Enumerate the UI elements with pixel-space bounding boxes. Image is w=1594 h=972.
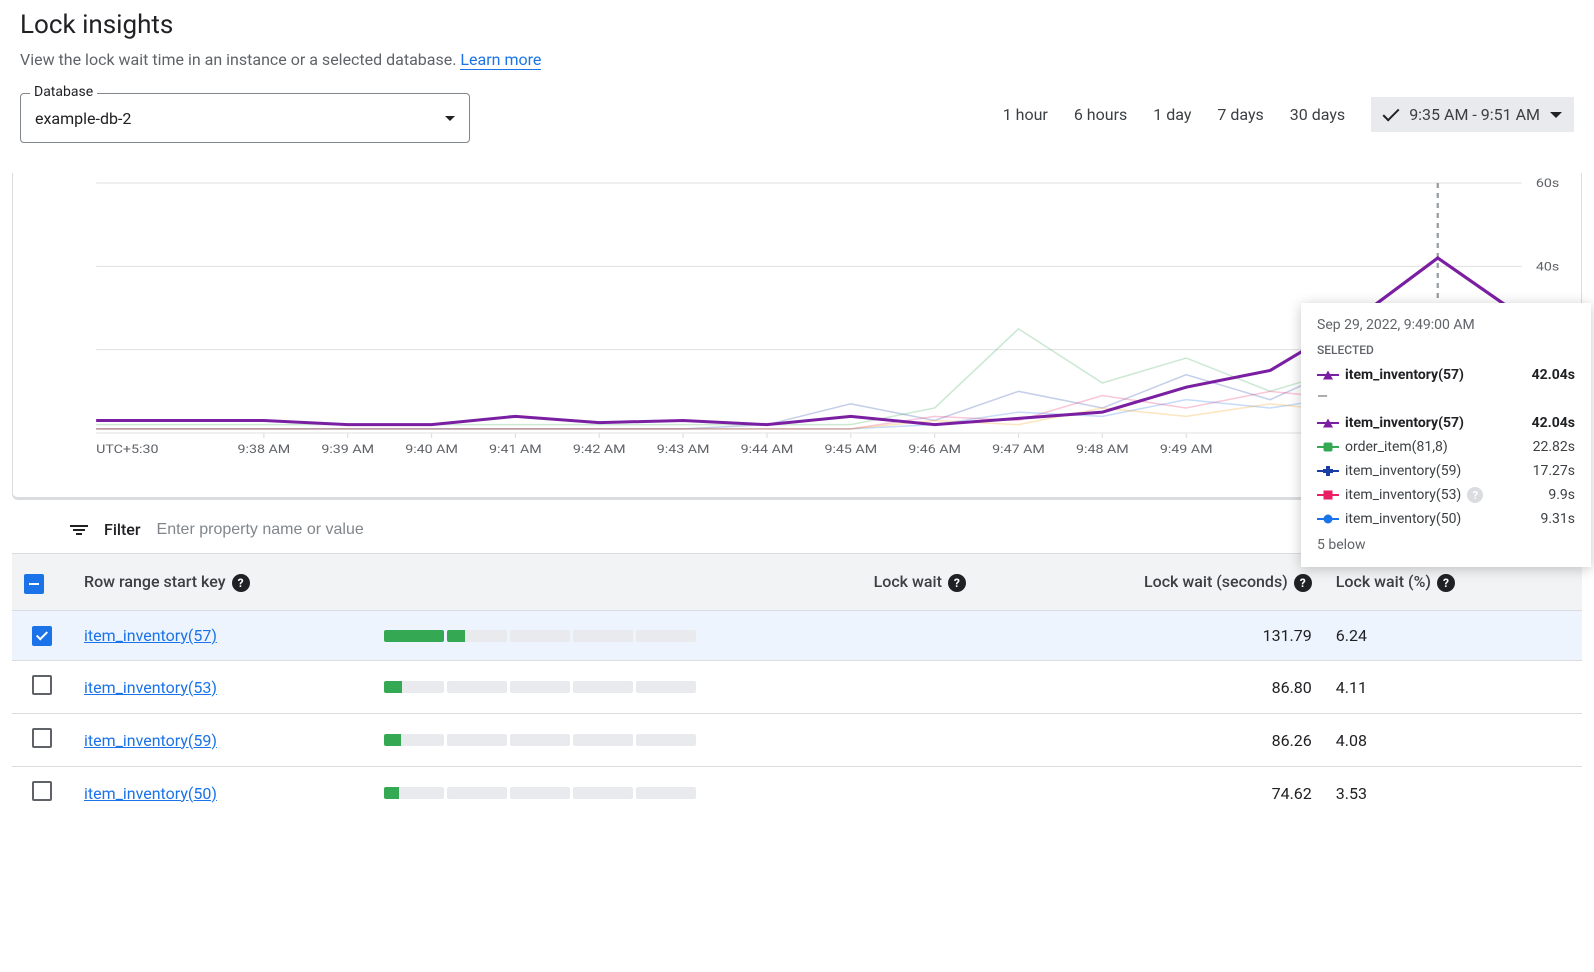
lock-wait-bar: [384, 681, 966, 693]
time-range-option[interactable]: 7 days: [1217, 105, 1263, 124]
lock-wait-percent: 4.08: [1324, 714, 1582, 767]
svg-text:9:47 AM: 9:47 AM: [992, 443, 1045, 457]
svg-text:9:42 AM: 9:42 AM: [573, 443, 626, 457]
database-select-label: Database: [30, 84, 97, 100]
svg-text:9:39 AM: 9:39 AM: [321, 443, 374, 457]
column-label: Lock wait: [874, 572, 942, 591]
database-select-value: example-db-2: [35, 109, 131, 128]
svg-text:60s: 60s: [1536, 177, 1560, 191]
select-all-checkbox[interactable]: [24, 574, 44, 594]
table-row: item_inventory(53) 86.804.11: [12, 661, 1582, 714]
page-title: Lock insights: [20, 10, 1574, 40]
column-label: Lock wait (%): [1336, 572, 1431, 591]
tooltip-selected-row: item_inventory(57) 42.04s: [1317, 363, 1575, 387]
row-checkbox[interactable]: [32, 675, 52, 695]
tooltip-selected-heading: SELECTED: [1317, 343, 1575, 357]
help-icon[interactable]: ?: [1437, 574, 1455, 592]
tooltip-series-row: item_inventory(53) ? 9.9s: [1317, 483, 1575, 507]
tooltip-series-name: item_inventory(53): [1345, 487, 1461, 503]
lock-wait-bar: [384, 630, 966, 642]
svg-text:9:45 AM: 9:45 AM: [824, 443, 877, 457]
chevron-down-icon: [1550, 112, 1562, 118]
filter-icon: [70, 525, 88, 535]
tooltip-series-name: item_inventory(50): [1345, 511, 1461, 527]
table-row: item_inventory(50) 74.623.53: [12, 767, 1582, 820]
table-row: item_inventory(59) 86.264.08: [12, 714, 1582, 767]
svg-text:40s: 40s: [1536, 260, 1560, 274]
filter-input[interactable]: [157, 521, 557, 539]
tooltip-more-below: 5 below: [1317, 531, 1575, 553]
help-icon: ?: [1467, 487, 1483, 503]
svg-text:9:48 AM: 9:48 AM: [1076, 443, 1129, 457]
page-subtitle: View the lock wait time in an instance o…: [20, 50, 1574, 69]
tooltip-series-name: item_inventory(59): [1345, 463, 1461, 479]
tooltip-series-row: item_inventory(59) 17.27s: [1317, 459, 1575, 483]
check-icon: [1383, 104, 1400, 121]
lock-wait-chart[interactable]: 020s40s60sUTC+5:309:38 AM9:39 AM9:40 AM9…: [12, 173, 1582, 500]
time-range-option[interactable]: 30 days: [1290, 105, 1345, 124]
table-header-cell[interactable]: Lock wait (seconds)?: [978, 554, 1324, 611]
tooltip-series-value: 42.04s: [1532, 367, 1575, 383]
svg-text:9:41 AM: 9:41 AM: [489, 443, 542, 457]
tooltip-series-value: 22.82s: [1533, 439, 1575, 455]
svg-text:9:43 AM: 9:43 AM: [657, 443, 710, 457]
help-icon[interactable]: ?: [232, 574, 250, 592]
tooltip-series-name: item_inventory(57): [1345, 367, 1464, 383]
row-key-link[interactable]: item_inventory(59): [84, 731, 217, 750]
lock-wait-seconds: 131.79: [978, 611, 1324, 661]
svg-text:9:46 AM: 9:46 AM: [908, 443, 961, 457]
tooltip-series-row: item_inventory(50) 9.31s: [1317, 507, 1575, 531]
row-key-link[interactable]: item_inventory(57): [84, 626, 217, 645]
tooltip-series-name: item_inventory(57): [1345, 415, 1464, 431]
lock-wait-seconds: 86.80: [978, 661, 1324, 714]
time-range-option[interactable]: 1 hour: [1003, 105, 1048, 124]
table-header-cell[interactable]: Row range start key?: [72, 554, 372, 611]
table-row: item_inventory(57) 131.796.24: [12, 611, 1582, 661]
svg-text:9:40 AM: 9:40 AM: [405, 443, 458, 457]
tooltip-series-value: 9.9s: [1548, 487, 1575, 503]
lock-wait-bar: [384, 734, 966, 746]
lock-wait-table: Row range start key?Lock wait?Lock wait …: [12, 553, 1582, 819]
row-key-link[interactable]: item_inventory(53): [84, 678, 217, 697]
database-select[interactable]: example-db-2: [20, 93, 470, 143]
row-key-link[interactable]: item_inventory(50): [84, 784, 217, 803]
tooltip-series-name: order_item(81,8): [1345, 439, 1448, 455]
svg-text:9:44 AM: 9:44 AM: [741, 443, 794, 457]
tooltip-series-value: 17.27s: [1533, 463, 1575, 479]
row-checkbox[interactable]: [32, 626, 52, 646]
table-header-cell[interactable]: Lock wait?: [372, 554, 978, 611]
time-range-custom[interactable]: 9:35 AM - 9:51 AM: [1371, 97, 1574, 132]
tooltip-series-value: 9.31s: [1540, 511, 1575, 527]
time-range-option[interactable]: 6 hours: [1074, 105, 1127, 124]
tooltip-series-row: order_item(81,8) 22.82s: [1317, 435, 1575, 459]
help-icon[interactable]: ?: [1294, 574, 1312, 592]
time-range-picker: 1 hour 6 hours 1 day 7 days 30 days 9:35 AM -…: [1003, 97, 1574, 132]
svg-text:9:49 AM: 9:49 AM: [1160, 443, 1213, 457]
lock-wait-bar: [384, 787, 966, 799]
time-range-custom-label: 9:35 AM - 9:51 AM: [1409, 105, 1540, 124]
filter-label: Filter: [104, 520, 141, 539]
chart-tooltip: Sep 29, 2022, 9:49:00 AM SELECTED item_i…: [1301, 303, 1591, 567]
column-label: Lock wait (seconds): [1144, 572, 1288, 591]
lock-wait-percent: 4.11: [1324, 661, 1582, 714]
tooltip-series-value: 42.04s: [1532, 415, 1575, 431]
tooltip-divider: —: [1317, 387, 1575, 411]
lock-wait-percent: 6.24: [1324, 611, 1582, 661]
chevron-down-icon: [445, 116, 455, 121]
table-header-cell[interactable]: [12, 554, 72, 611]
learn-more-link[interactable]: Learn more: [460, 50, 541, 70]
svg-text:UTC+5:30: UTC+5:30: [96, 443, 158, 457]
tooltip-series-row: item_inventory(57) 42.04s: [1317, 411, 1575, 435]
time-range-option[interactable]: 1 day: [1153, 105, 1191, 124]
column-label: Row range start key: [84, 572, 226, 591]
lock-wait-seconds: 86.26: [978, 714, 1324, 767]
subtitle-text: View the lock wait time in an instance o…: [20, 50, 460, 69]
svg-text:9:38 AM: 9:38 AM: [238, 443, 291, 457]
row-checkbox[interactable]: [32, 728, 52, 748]
help-icon[interactable]: ?: [948, 574, 966, 592]
lock-wait-seconds: 74.62: [978, 767, 1324, 820]
row-checkbox[interactable]: [32, 781, 52, 801]
lock-wait-percent: 3.53: [1324, 767, 1582, 820]
tooltip-timestamp: Sep 29, 2022, 9:49:00 AM: [1317, 317, 1575, 333]
